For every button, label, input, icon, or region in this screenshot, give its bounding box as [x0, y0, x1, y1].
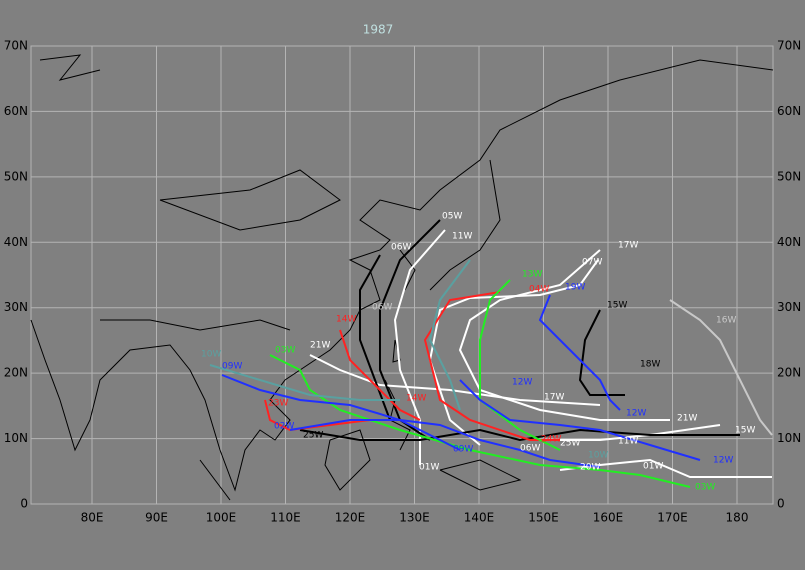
storm-label: 12W [713, 456, 733, 466]
lat-label-right: 60N [777, 104, 801, 118]
storm-label: 24W [541, 435, 561, 445]
lon-label: 100E [206, 511, 237, 525]
storm-label: 06W [520, 444, 540, 454]
lat-label-left: 50N [4, 169, 28, 183]
lon-label: 160E [593, 511, 624, 525]
storm-label: 09W [453, 445, 473, 455]
storm-label: 17W [618, 241, 638, 251]
storm-label: 20W [580, 463, 600, 473]
storm-label: 21W [310, 341, 330, 351]
storm-label: 11W [618, 437, 638, 447]
lat-label-left: 10N [4, 431, 28, 445]
storm-label: 13W [522, 270, 542, 280]
storm-label: 25W [303, 431, 323, 441]
frame [30, 45, 774, 505]
storm-label: 18W [640, 360, 660, 370]
lon-label: 140E [464, 511, 495, 525]
storm-label: 02W [274, 422, 294, 432]
storm-label: 10W [201, 350, 221, 360]
storm-label: 21W [677, 414, 697, 424]
lon-label: 130E [399, 511, 430, 525]
storm-label: 23W [268, 399, 288, 409]
storm-label: 19W [565, 283, 585, 293]
storm-label: 12W [626, 409, 646, 419]
lat-label-left: 0 [20, 497, 28, 511]
lat-label-right: 50N [777, 169, 801, 183]
storm-label: 10W [588, 451, 608, 461]
storm-label: 06W [391, 243, 411, 253]
storm-label: 15W [735, 426, 755, 436]
lon-label: 110E [270, 511, 301, 525]
title: 1987 [363, 23, 394, 37]
lat-label-left: 30N [4, 300, 28, 314]
lat-label-left: 60N [4, 104, 28, 118]
storm-label: 14W [406, 394, 426, 404]
lat-label-left: 70N [4, 39, 28, 53]
storm-label: 09W [222, 362, 242, 372]
storm-label: 06W [372, 303, 392, 313]
lon-label: 80E [81, 511, 104, 525]
storm-label: 15W [607, 301, 627, 311]
storm-label: 07W [582, 258, 602, 268]
lat-label-right: 20N [777, 366, 801, 380]
storm-label: 03W [695, 483, 715, 493]
storm-label: 17W [544, 393, 564, 403]
storm-label: 05W [442, 212, 462, 222]
lat-label-right: 10N [777, 431, 801, 445]
tracks [209, 219, 773, 488]
storm-label: 12W [512, 378, 532, 388]
storm-labels: 05W 11W 06W 07W 17W 13W 04W 19W 15W 16W … [201, 212, 755, 493]
lon-label: 90E [145, 511, 168, 525]
storm-label: 11W [452, 232, 472, 242]
storm-label: 14W [336, 315, 356, 325]
storm-label: 03W [275, 346, 295, 356]
storm-label: 01W [643, 462, 663, 472]
coastlines [30, 54, 774, 501]
storm-label: 01W [419, 463, 439, 473]
storm-label: 16W [716, 316, 736, 326]
storm-label: 25W [560, 439, 580, 449]
lat-label-left: 20N [4, 366, 28, 380]
lat-label-right: 40N [777, 235, 801, 249]
lon-label: 120E [335, 511, 366, 525]
lon-label: 170E [657, 511, 688, 525]
lat-label-right: 30N [777, 300, 801, 314]
lon-label: 150E [528, 511, 559, 525]
storm-label: 04W [529, 285, 549, 295]
lon-label: 180 [726, 511, 749, 525]
lat-label-right: 0 [777, 497, 785, 511]
lat-label-left: 40N [4, 235, 28, 249]
lat-label-right: 70N [777, 39, 801, 53]
